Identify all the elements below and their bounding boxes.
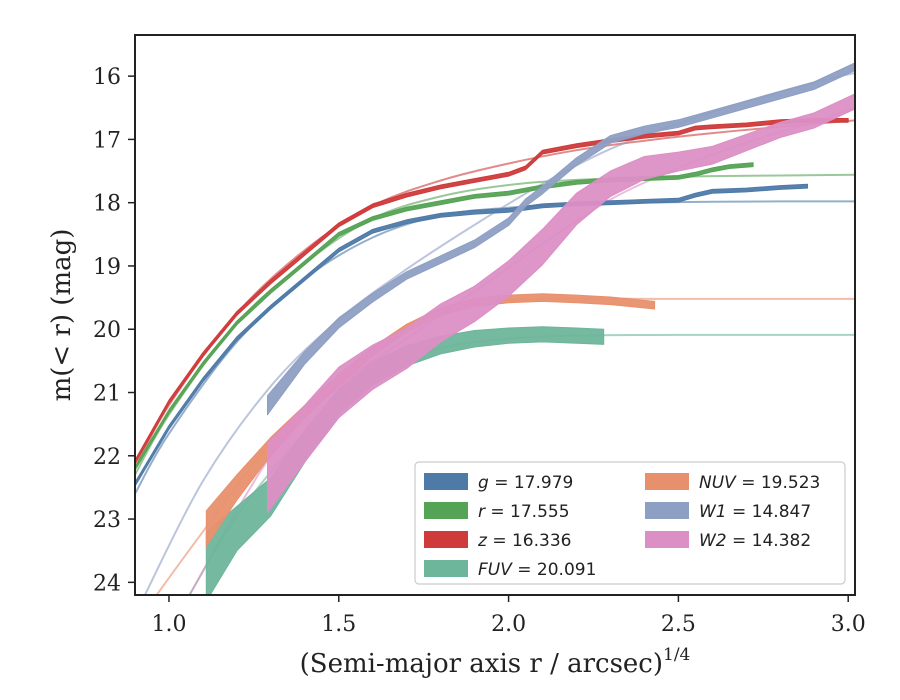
y-tick-label: 23 [93, 508, 121, 533]
legend-swatch-g [424, 473, 468, 490]
y-tick-label: 24 [93, 571, 121, 596]
legend-label-r: r = 17.555 [478, 502, 570, 522]
plot-frame [134, 34, 856, 596]
y-tick-label: 18 [93, 192, 121, 217]
legend-label-w1: W1 = 14.847 [699, 502, 811, 522]
y-tick-label: 22 [93, 445, 121, 470]
x-axis-label-exponent: 1/4 [663, 645, 690, 665]
x-tick-label: 1.0 [151, 612, 186, 637]
legend-label-fuv: FUV = 20.091 [478, 560, 596, 580]
x-axis-label: (Semi-major axis r / arcsec)1/4 [300, 645, 691, 679]
legend-swatch-r [424, 502, 468, 519]
observed-band-z [135, 118, 849, 465]
y-tick-label: 20 [93, 318, 121, 343]
legend-label-z: z = 16.336 [477, 531, 571, 551]
legend-swatch-fuv [424, 560, 468, 577]
y-axis-label: m(< r) (mag) [47, 229, 77, 402]
observed-band-w1 [267, 62, 855, 416]
y-tick-label: 16 [93, 65, 121, 90]
y-tick-label: 21 [93, 382, 121, 407]
x-tick-label: 2.0 [491, 612, 526, 637]
legend-label-w2: W2 = 14.382 [699, 531, 811, 551]
x-axis-label-text: (Semi-major axis r / arcsec) [300, 649, 663, 679]
legend-label-nuv: NUV = 19.523 [699, 473, 820, 493]
x-tick-label: 2.5 [661, 612, 696, 637]
y-tick-label: 19 [93, 255, 121, 280]
legend-swatch-w2 [645, 531, 689, 548]
legend-swatch-w1 [645, 502, 689, 519]
observed-band-w2 [267, 93, 855, 514]
legend-frame [414, 461, 846, 585]
legend: g = 17.979 r = 17.555 z = 16.336 FUV = 20.0… [414, 461, 846, 585]
legend-label-g: g = 17.979 [478, 473, 573, 493]
x-tick-label: 3.0 [831, 612, 866, 637]
legend-swatch-z [424, 531, 468, 548]
observed-band-r [135, 162, 754, 471]
observed-band-g [135, 183, 808, 487]
legend-swatch-nuv [645, 473, 689, 490]
x-tick-label: 1.5 [321, 612, 356, 637]
y-tick-label: 17 [93, 128, 121, 153]
